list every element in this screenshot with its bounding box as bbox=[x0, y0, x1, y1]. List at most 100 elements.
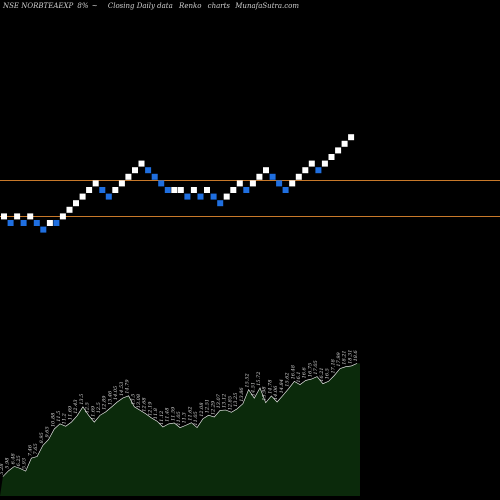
volume-value-label: 12.43 bbox=[73, 399, 79, 413]
volume-value-label: 14.06 bbox=[273, 385, 279, 400]
down-brick bbox=[217, 200, 224, 207]
change-label: 8% bbox=[77, 2, 88, 10]
volume-value-label: 8.95 bbox=[39, 432, 45, 443]
down-brick bbox=[99, 187, 106, 193]
up-brick bbox=[46, 220, 53, 226]
volume-value-label: 16.75 bbox=[307, 363, 313, 377]
down-brick bbox=[151, 173, 158, 180]
volume-value-label: 13.5 bbox=[130, 394, 136, 405]
up-brick bbox=[328, 154, 335, 160]
up-brick bbox=[249, 180, 256, 187]
up-brick bbox=[92, 180, 99, 187]
down-brick bbox=[53, 220, 60, 226]
down-brick bbox=[184, 193, 191, 200]
volume-value-label: 11.2 bbox=[62, 413, 68, 424]
down-brick bbox=[105, 193, 112, 200]
subtitle-label: Closing Daily data bbox=[108, 2, 173, 10]
up-brick bbox=[308, 160, 315, 167]
volume-value-label: 10.88 bbox=[50, 413, 56, 427]
volume-value-label: 13.46 bbox=[107, 390, 113, 405]
up-brick bbox=[118, 180, 125, 187]
volume-value-label: 14.53 bbox=[119, 382, 125, 396]
down-brick bbox=[315, 167, 322, 174]
down-brick bbox=[210, 193, 217, 200]
up-brick bbox=[79, 193, 86, 200]
down-brick bbox=[145, 167, 152, 174]
volume-value-label: 12.5 bbox=[85, 402, 91, 413]
volume-value-label: 17.05 bbox=[313, 360, 319, 374]
volume-value-label: 14.05 bbox=[113, 386, 119, 400]
volume-value-label: 14.84 bbox=[279, 379, 285, 393]
up-brick bbox=[223, 193, 230, 200]
volume-value-label: 12.5 bbox=[96, 402, 102, 413]
down-brick bbox=[282, 187, 289, 193]
down-brick bbox=[269, 173, 276, 180]
volume-value-label: 11.69 bbox=[67, 405, 73, 420]
up-brick bbox=[73, 200, 79, 207]
volume-value-label: 11.05 bbox=[176, 411, 182, 425]
up-brick bbox=[230, 187, 237, 193]
down-brick bbox=[197, 193, 204, 200]
volume-value-label: 13.98 bbox=[262, 386, 268, 400]
down-brick bbox=[164, 187, 171, 193]
up-brick bbox=[302, 167, 309, 174]
up-brick bbox=[86, 187, 93, 193]
volume-value-label: 18.6 bbox=[353, 349, 359, 361]
volume-value-label: 15.52 bbox=[245, 373, 251, 387]
up-brick bbox=[289, 180, 296, 187]
volume-area bbox=[0, 363, 360, 496]
volume-value-label: 16.6 bbox=[302, 366, 308, 378]
volume-labels: 5.285.98 6.48 6.25 5.93 7.46 7.658.959.6510.8… bbox=[0, 349, 359, 474]
up-brick bbox=[59, 213, 66, 220]
volume-value-label: 9.65 bbox=[45, 426, 51, 437]
volume-value-label: 6.25 bbox=[16, 455, 22, 466]
up-brick bbox=[125, 173, 132, 180]
down-brick bbox=[276, 180, 283, 187]
volume-value-label: 11.48 bbox=[165, 408, 171, 422]
down-brick bbox=[158, 180, 165, 187]
up-brick bbox=[1, 213, 7, 220]
up-brick bbox=[295, 173, 302, 180]
renko-bricks bbox=[1, 134, 355, 233]
volume-value-label: 15.62 bbox=[285, 372, 291, 386]
volume-value-label: 12.89 bbox=[102, 395, 108, 410]
volume-value-label: 11.59 bbox=[170, 406, 176, 421]
volume-value-label: 14.78 bbox=[267, 380, 273, 394]
up-brick bbox=[321, 160, 328, 167]
volume-value-label: 13.25 bbox=[233, 393, 239, 407]
volume-value-label: 12.85 bbox=[227, 396, 233, 410]
volume-value-label: 12.68 bbox=[142, 397, 148, 411]
up-brick bbox=[14, 213, 21, 220]
volume-value-label: 12.51 bbox=[205, 399, 211, 413]
volume-value-label: 17.18 bbox=[330, 359, 336, 373]
volume-area-fill bbox=[0, 363, 360, 496]
chart-header: NSE NORBTEAEXP 8% ~ Closing Daily data R… bbox=[2, 2, 299, 10]
volume-value-label: 5.98 bbox=[5, 458, 11, 469]
change-arrow: ~ bbox=[92, 2, 98, 10]
up-brick bbox=[177, 187, 184, 193]
volume-value-label: 5.93 bbox=[22, 458, 28, 469]
up-brick bbox=[263, 167, 269, 174]
up-brick bbox=[66, 206, 73, 213]
volume-value-label: 18.31 bbox=[347, 350, 353, 364]
volume-value-label: 14.79 bbox=[125, 379, 131, 394]
up-brick bbox=[256, 173, 263, 180]
volume-value-label: 12.19 bbox=[147, 401, 153, 416]
volume-area-line bbox=[2, 363, 358, 477]
volume-value-label: 17.99 bbox=[336, 351, 342, 366]
up-brick bbox=[27, 213, 34, 220]
volume-value-label: 12.08 bbox=[199, 402, 205, 416]
up-brick bbox=[171, 187, 178, 193]
volume-value-label: 7.46 bbox=[27, 444, 33, 456]
up-brick bbox=[138, 160, 145, 167]
down-brick bbox=[7, 220, 14, 226]
down-brick bbox=[40, 226, 47, 233]
volume-value-label: 16.5 bbox=[325, 368, 331, 379]
chart-kind-label: Renko bbox=[178, 2, 201, 10]
ticker-label: NSE NORBTEAEXP bbox=[2, 2, 73, 10]
charts-word-label: charts bbox=[208, 2, 231, 10]
up-brick bbox=[348, 134, 355, 141]
volume-value-label: 12.29 bbox=[210, 400, 216, 415]
volume-value-label: 11.12 bbox=[159, 411, 165, 425]
